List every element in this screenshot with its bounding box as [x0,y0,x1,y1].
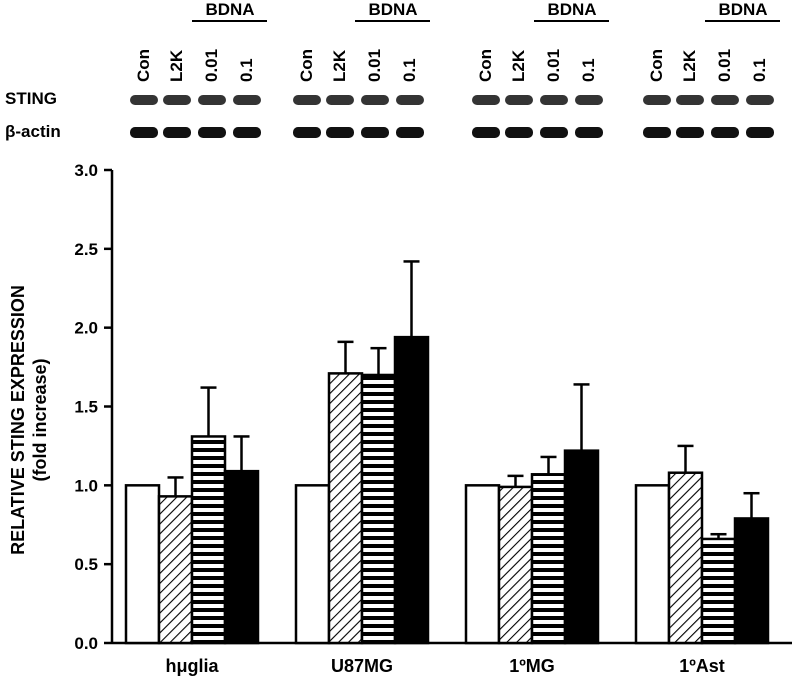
x-tick-label: 1ºMG [509,656,555,676]
blot-band [540,95,568,105]
x-tick-label: U87MG [331,656,393,676]
blot-band [163,95,191,105]
blot-band [198,95,226,105]
blot-band [711,95,739,105]
bar [464,484,501,645]
blot-band [676,127,704,138]
bar [157,495,194,645]
blot-row-label: STING [5,89,57,108]
blot-lane-label: Con [647,49,666,82]
y-tick-label: 1.0 [74,476,98,495]
blot-group-label: BDNA [368,0,417,19]
bar [563,449,600,645]
blot-lane-label: L2K [680,49,699,82]
blot-band [711,127,739,138]
y-tick-label: 2.5 [74,240,98,259]
blot-lane-label: Con [476,49,495,82]
bar [393,335,430,645]
x-tick-label: 1ºAst [679,656,725,676]
blot-group-label: BDNA [718,0,767,19]
blot-lane-label: 0.01 [365,49,384,82]
bar [190,435,227,645]
blot-lane-label: L2K [509,49,528,82]
blot-band [293,95,321,105]
blot-band [233,95,261,105]
blot-lane-label: 0.1 [237,58,256,82]
blot-band [130,95,158,105]
bar [667,471,704,645]
blot-band [505,127,533,138]
y-axis-label: RELATIVE STING EXPRESSION [8,285,28,555]
bar [124,484,161,645]
blot-band [163,127,191,138]
blot-row-label: β-actin [5,122,61,141]
blot-band [326,127,354,138]
blot-band [472,95,500,105]
blot-band [198,127,226,138]
blot-band [361,95,389,105]
blot-lane-label: L2K [167,49,186,82]
blot-band [643,95,671,105]
blot-lane-label: 0.1 [579,58,598,82]
blot-lane-label: L2K [330,49,349,82]
blot-lane-label: 0.1 [400,58,419,82]
bar [700,537,737,645]
bar [223,469,260,645]
blot-band [676,95,704,105]
blot-band [643,127,671,138]
blot-band [575,95,603,105]
blot-lane-label: 0.1 [750,58,769,82]
bar [733,517,770,645]
blot-band [233,127,261,138]
x-tick-label: hμglia [165,656,219,676]
blot-lane-label: Con [297,49,316,82]
blot-lane-label: 0.01 [544,49,563,82]
blot-band [540,127,568,138]
blot-band [746,95,774,105]
blot-band [472,127,500,138]
blot-group-label: BDNA [205,0,254,19]
bar [497,485,534,645]
blot-band [575,127,603,138]
bar [360,373,397,645]
bar [634,484,671,645]
blot-band [293,127,321,138]
blot-group-label: BDNA [547,0,596,19]
y-tick-label: 0.0 [74,634,98,653]
y-tick-label: 1.5 [74,398,98,417]
bar [294,484,331,645]
y-tick-label: 2.0 [74,319,98,338]
blot-lane-label: 0.01 [715,49,734,82]
y-tick-label: 3.0 [74,161,98,180]
bar [530,473,567,645]
blot-band [326,95,354,105]
y-axis-label: (fold increase) [30,358,50,481]
blot-band [396,127,424,138]
blot-lane-label: 0.01 [202,49,221,82]
blot-band [505,95,533,105]
blot-lane-label: Con [134,49,153,82]
bar [327,372,364,645]
blot-band [361,127,389,138]
y-tick-label: 0.5 [74,555,98,574]
blot-band [396,95,424,105]
blot-band [746,127,774,138]
blot-band [130,127,158,138]
